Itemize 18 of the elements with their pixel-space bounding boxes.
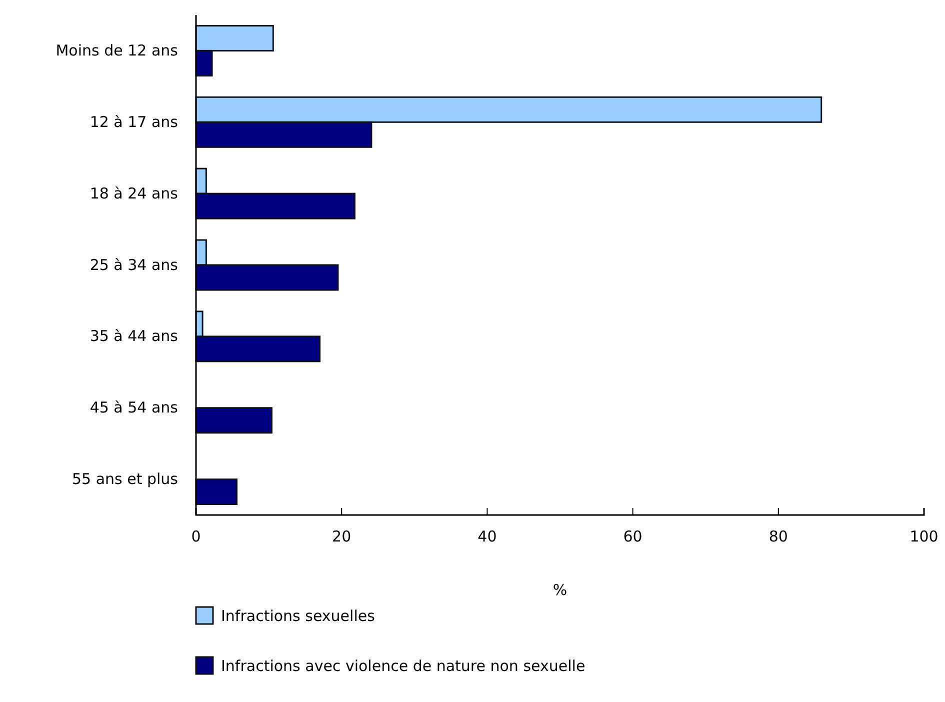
- y-tick-label: 12 à 17 ans: [90, 112, 178, 131]
- x-tick-label: 80: [768, 528, 788, 546]
- x-tick-label: 20: [332, 528, 352, 546]
- x-axis-title: %: [552, 581, 568, 599]
- y-tick-label: 45 à 54 ans: [90, 398, 178, 417]
- legend-label: Infractions avec violence de nature non sexuelle: [221, 657, 586, 675]
- y-tick-label: Moins de 12 ans: [56, 42, 178, 60]
- y-tick-label: 25 à 34 ans: [90, 256, 178, 274]
- y-tick-label: 18 à 24 ans: [90, 184, 178, 202]
- x-tick-label: 0: [191, 528, 201, 546]
- bar: [195, 407, 272, 434]
- x-tick-label: 60: [623, 528, 642, 546]
- x-tick-label: 40: [478, 528, 497, 546]
- y-tick-label: 35 à 44 ans: [90, 327, 178, 346]
- y-tick-label: 55 ans et plus: [72, 470, 178, 488]
- bar: [195, 478, 238, 506]
- x-tick-label: 100: [910, 528, 938, 546]
- legend-label: Infractions sexuelles: [221, 607, 376, 625]
